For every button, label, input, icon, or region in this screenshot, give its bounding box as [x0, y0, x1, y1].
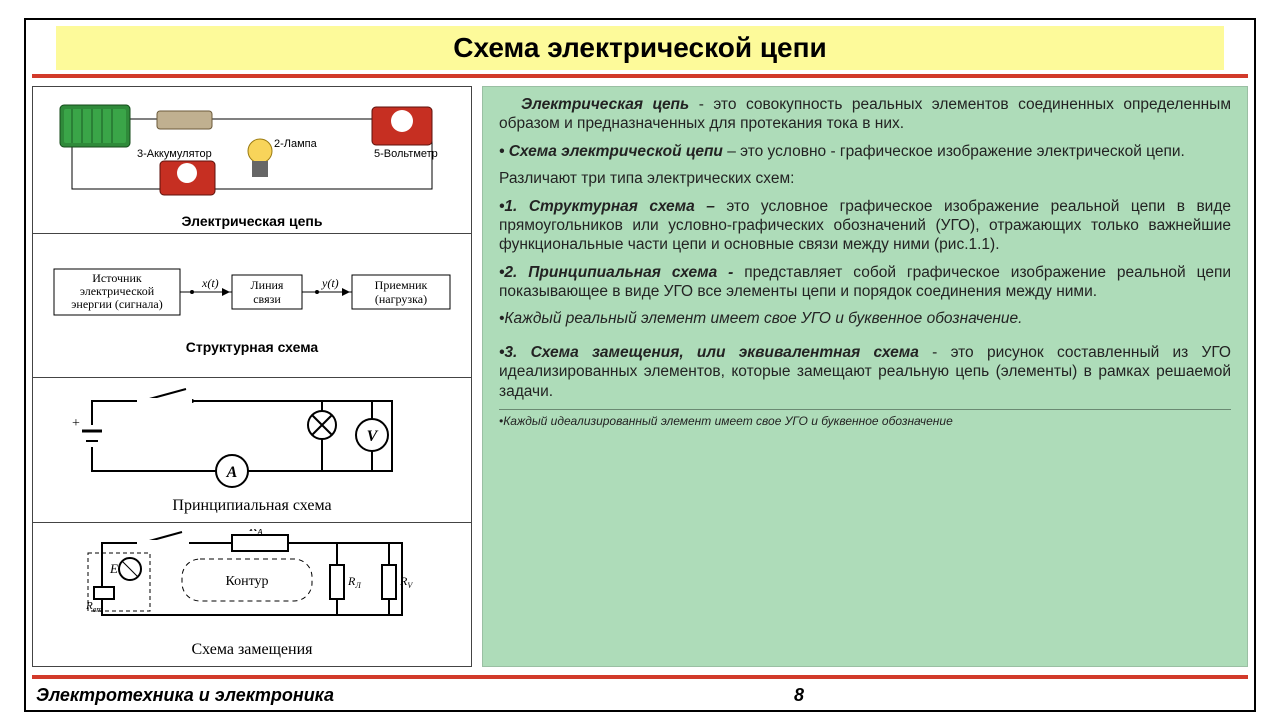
panel3-caption: Принципиальная схема	[39, 497, 465, 515]
circuit-pictorial-svg: 3-Аккумулятор 2-Лампа 5-Вольтметр	[42, 91, 462, 211]
diagrams-column: 3-Аккумулятор 2-Лампа 5-Вольтметр Электр…	[32, 86, 472, 667]
svg-text:A: A	[226, 464, 238, 481]
label-accum: 3-Аккумулятор	[137, 148, 212, 160]
svg-text:(нагрузка): (нагрузка)	[375, 292, 427, 306]
svg-text:y(t): y(t)	[321, 276, 339, 290]
para-s3-note: •Каждый идеализированный элемент имеет с…	[499, 409, 1231, 429]
svg-text:E: E	[109, 561, 118, 576]
para-scheme-def: • Схема электрической цепи – это условно…	[499, 142, 1231, 161]
top-divider	[32, 74, 1248, 78]
footer: Электротехника и электроника 8	[26, 683, 1254, 710]
svg-text:Rвт: Rвт	[85, 600, 102, 614]
svg-text:Источник: Источник	[92, 271, 142, 285]
principal-svg: + A V	[42, 385, 462, 495]
para-types: Различают три типа электрических схем:	[499, 169, 1231, 188]
text-column: Электрическая цепь - это совокупность ре…	[482, 86, 1248, 667]
svg-text:связи: связи	[253, 292, 281, 306]
svg-text:энергии (сигнала): энергии (сигнала)	[71, 297, 163, 311]
svg-text:x(t): x(t)	[201, 276, 219, 290]
svg-text:+: +	[72, 416, 80, 431]
panel4-caption: Схема замещения	[39, 641, 465, 659]
structural-svg: Источник электрической энергии (сигнала)…	[42, 257, 462, 337]
panel-structural: Источник электрической энергии (сигнала)…	[33, 233, 471, 377]
panel1-caption: Электрическая цепь	[39, 213, 465, 229]
panel2-caption: Структурная схема	[39, 339, 465, 355]
label-volt: 5-Вольтметр	[374, 148, 438, 160]
svg-text:электрической: электрической	[80, 284, 155, 298]
footer-title: Электротехника и электроника	[36, 685, 334, 706]
content-row: 3-Аккумулятор 2-Лампа 5-Вольтметр Электр…	[26, 82, 1254, 671]
svg-text:RV: RV	[399, 574, 413, 590]
svg-text:Приемник: Приемник	[375, 278, 428, 292]
para-s3: •3. Схема замещения, или эквивалентная с…	[499, 343, 1231, 401]
page-title: Схема электрической цепи	[56, 26, 1224, 70]
bottom-divider	[32, 675, 1248, 679]
svg-text:V: V	[367, 428, 379, 445]
para-s2: •2. Принципиальная схема - представляет …	[499, 263, 1231, 302]
para-def: Электрическая цепь - это совокупность ре…	[499, 95, 1231, 134]
svg-text:RЛ: RЛ	[347, 574, 361, 590]
page-number: 8	[794, 685, 804, 706]
label-lamp: 2-Лампа	[274, 138, 318, 150]
para-s2-note: •Каждый реальный элемент имеет свое УГО …	[499, 309, 1231, 328]
svg-text:Контур: Контур	[225, 574, 268, 589]
panel-principal: + A V Принципиальная схема	[33, 377, 471, 521]
panel-circuit-pictorial: 3-Аккумулятор 2-Лампа 5-Вольтметр Электр…	[33, 87, 471, 233]
slide-frame: Схема электрической цепи	[24, 18, 1256, 712]
equivalent-svg: RA E Rвт Контур RЛ	[42, 529, 462, 639]
para-s1: •1. Структурная схема – это условное гра…	[499, 197, 1231, 255]
svg-text:Линия: Линия	[251, 278, 284, 292]
panel-equivalent: RA E Rвт Контур RЛ	[33, 522, 471, 666]
